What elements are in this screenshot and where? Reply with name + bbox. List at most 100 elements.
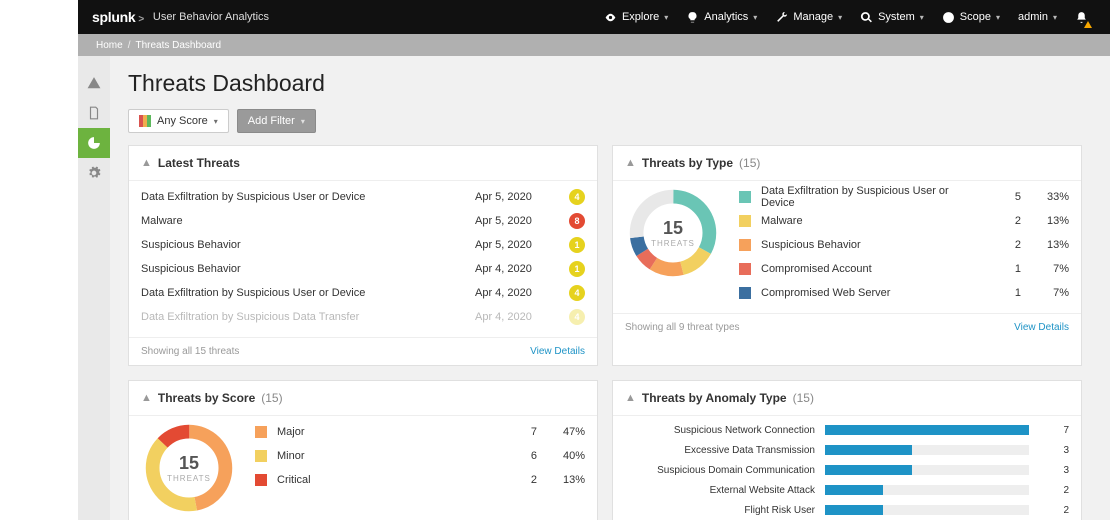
legend-label: Minor: [277, 450, 489, 462]
threat-score-badge: 4: [569, 189, 585, 205]
bar-track: [825, 465, 1029, 475]
view-details-link[interactable]: View Details: [530, 346, 585, 357]
add-filter-button[interactable]: Add Filter ▾: [237, 109, 316, 133]
threat-name: Suspicious Behavior: [141, 239, 475, 251]
anomaly-value: 3: [1039, 445, 1069, 456]
warning-icon: ▲: [625, 157, 636, 169]
nav-explore[interactable]: Explore▾: [596, 0, 676, 34]
bar-track: [825, 425, 1029, 435]
content: Threats Dashboard Any Score ▾ Add Filter…: [78, 56, 1110, 520]
nav-analytics[interactable]: Analytics▾: [678, 0, 765, 34]
donut-center-value: 15: [179, 453, 199, 474]
anomaly-name: Suspicious Domain Communication: [625, 465, 815, 476]
legend-row[interactable]: Compromised Web Server17%: [739, 281, 1069, 305]
breadcrumb-current: Threats Dashboard: [135, 40, 221, 51]
legend-count: 6: [497, 450, 537, 462]
donut-center-label: THREATS: [167, 474, 211, 483]
nav-label: Manage: [793, 11, 833, 23]
nav-label: Analytics: [704, 11, 748, 23]
donut-chart: 15 THREATS: [141, 420, 237, 516]
rail-item-dashboard[interactable]: [78, 128, 110, 158]
threat-score-badge: 4: [569, 285, 585, 301]
legend-swatch: [739, 287, 751, 299]
legend-count: 2: [497, 474, 537, 486]
legend: Major747%Minor640%Critical213%: [255, 420, 585, 492]
nav-label: Scope: [960, 11, 991, 23]
nav-system[interactable]: System▾: [852, 0, 932, 34]
threat-row[interactable]: Data Exfiltration by Suspicious User or …: [141, 185, 585, 209]
topbar: splunk> User Behavior Analytics Explore▾…: [78, 0, 1110, 34]
legend-label: Compromised Web Server: [761, 287, 973, 299]
anomaly-row[interactable]: External Website Attack2: [625, 480, 1069, 500]
nav-manage[interactable]: Manage▾: [767, 0, 850, 34]
legend-pct: 7%: [1029, 263, 1069, 275]
rail-item-settings[interactable]: [78, 158, 110, 188]
search-icon: [860, 11, 873, 24]
score-filter-button[interactable]: Any Score ▾: [128, 109, 229, 133]
threat-date: Apr 5, 2020: [475, 215, 555, 227]
card-threats-by-anomaly: ▲ Threats by Anomaly Type (15) Suspiciou…: [612, 380, 1082, 520]
filters: Any Score ▾ Add Filter ▾: [128, 109, 1092, 133]
donut-center-label: THREATS: [651, 239, 695, 248]
anomaly-value: 3: [1039, 465, 1069, 476]
legend-label: Major: [277, 426, 489, 438]
card-latest-threats: ▲ Latest Threats Data Exfiltration by Su…: [128, 145, 598, 366]
legend-label: Data Exfiltration by Suspicious User or …: [761, 185, 973, 209]
bulb-icon: [686, 11, 699, 24]
anomaly-value: 2: [1039, 485, 1069, 496]
legend-row[interactable]: Minor 6 40%: [255, 444, 585, 468]
nav-user[interactable]: admin▾: [1010, 0, 1065, 34]
anomaly-value: 2: [1039, 505, 1069, 516]
footer-status: Showing all 9 threat types: [625, 322, 740, 333]
legend-count: 2: [981, 239, 1021, 251]
legend-row[interactable]: Malware213%: [739, 209, 1069, 233]
threat-row[interactable]: Suspicious BehaviorApr 4, 20201: [141, 257, 585, 281]
anomaly-row[interactable]: Excessive Data Transmission 3: [625, 440, 1069, 460]
legend-label: Critical: [277, 474, 489, 486]
rail-item-docs[interactable]: [78, 98, 110, 128]
threat-date: Apr 4, 2020: [475, 263, 555, 275]
threat-date: Apr 5, 2020: [475, 191, 555, 203]
legend-row[interactable]: Critical213%: [255, 468, 585, 492]
threat-date: Apr 5, 2020: [475, 239, 555, 251]
anomaly-row[interactable]: Suspicious Domain Communication 3: [625, 460, 1069, 480]
clock-icon: [942, 11, 955, 24]
legend-pct: 40%: [545, 450, 585, 462]
threat-score-badge: 1: [569, 261, 585, 277]
threat-row[interactable]: Data Exfiltration by Suspicious Data Tra…: [141, 305, 585, 329]
legend-label: Compromised Account: [761, 263, 973, 275]
card-count: (15): [739, 156, 760, 170]
anomaly-row[interactable]: Suspicious Network Connection7: [625, 420, 1069, 440]
legend-row[interactable]: Compromised Account17%: [739, 257, 1069, 281]
topnav: Explore▾ Analytics▾ Manage▾ System▾ Scop…: [596, 0, 1096, 34]
card-title: Latest Threats: [158, 156, 240, 170]
bar-track: [825, 505, 1029, 515]
threat-row[interactable]: MalwareApr 5, 2020 8: [141, 209, 585, 233]
left-rail: [78, 56, 110, 520]
legend-row[interactable]: Major747%: [255, 420, 585, 444]
legend-swatch: [255, 426, 267, 438]
threat-score-badge: 8: [569, 213, 585, 229]
anomaly-row[interactable]: Flight Risk User2: [625, 500, 1069, 520]
nav-label: admin: [1018, 11, 1048, 23]
view-details-link[interactable]: View Details: [1014, 322, 1069, 333]
threat-row[interactable]: Suspicious BehaviorApr 5, 20201: [141, 233, 585, 257]
breadcrumb-home[interactable]: Home: [96, 40, 123, 51]
legend-swatch: [739, 239, 751, 251]
nav-label: System: [878, 11, 915, 23]
legend-swatch: [739, 191, 751, 203]
legend-row[interactable]: Data Exfiltration by Suspicious User or …: [739, 185, 1069, 209]
threat-name: Malware: [141, 215, 475, 227]
product-name: User Behavior Analytics: [153, 11, 269, 23]
legend-swatch: [739, 263, 751, 275]
threat-row[interactable]: Data Exfiltration by Suspicious User or …: [141, 281, 585, 305]
rail-item-alerts[interactable]: [78, 68, 110, 98]
legend-row[interactable]: Suspicious Behavior213%: [739, 233, 1069, 257]
brand: splunk>: [92, 9, 147, 25]
anomaly-name: Excessive Data Transmission: [625, 445, 815, 456]
notifications-button[interactable]: [1067, 0, 1096, 34]
legend-swatch: [739, 215, 751, 227]
bar-track: [825, 485, 1029, 495]
nav-scope[interactable]: Scope▾: [934, 0, 1008, 34]
notification-alert-icon: [1084, 21, 1092, 28]
